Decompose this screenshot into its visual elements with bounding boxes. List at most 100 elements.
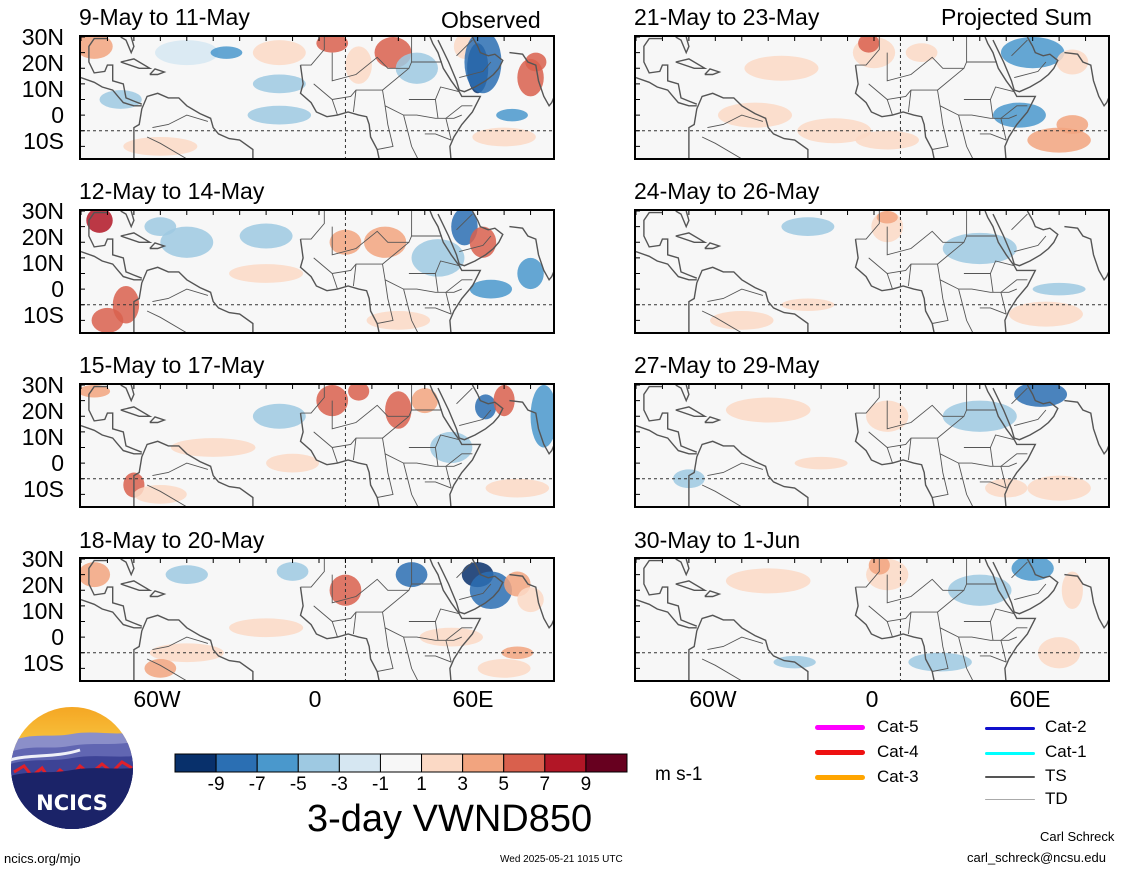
cat1-legend-label: Cat-1: [1045, 742, 1087, 761]
colorbar-swatch: [462, 753, 505, 773]
coastline: [120, 385, 135, 403]
country-border: [445, 466, 452, 489]
country-border: [408, 86, 460, 100]
anomaly-shading: [942, 232, 1017, 265]
lat-label: 10N: [21, 250, 64, 276]
coastline: [299, 239, 380, 332]
lat-label: 0: [51, 450, 64, 476]
country-border: [445, 118, 452, 141]
coastline: [299, 413, 380, 506]
anomaly-shading: [942, 400, 1017, 432]
coastline: [675, 406, 708, 417]
country-border: [352, 90, 357, 113]
colorbar-swatch: [215, 753, 258, 773]
anomaly-shading: [252, 403, 306, 429]
colorbar-swatch: [297, 753, 340, 773]
author-name: Carl Schreck: [1040, 829, 1115, 844]
country-border: [907, 90, 912, 113]
anomaly-shading: [781, 298, 835, 311]
country-border: [1000, 118, 1007, 141]
anomaly-shading: [1000, 37, 1065, 69]
coastline: [120, 37, 135, 55]
country-border: [886, 574, 997, 604]
country-border: [868, 431, 1017, 467]
country-border: [989, 273, 994, 293]
coastline: [299, 587, 380, 680]
anomaly-shading: [725, 397, 811, 423]
coastline: [437, 559, 504, 615]
anomaly-shading: [469, 226, 497, 258]
country-border: [434, 99, 439, 119]
anomaly-shading: [472, 127, 536, 147]
source-url: ncics.org/mjo: [4, 851, 81, 866]
anomaly-shading: [464, 37, 502, 94]
country-border: [313, 257, 462, 293]
coastline: [636, 76, 697, 107]
country-border: [1000, 105, 1028, 119]
lat-label: 10S: [23, 476, 64, 502]
country-border: [352, 438, 357, 461]
country-border: [403, 462, 418, 506]
country-border: [855, 37, 880, 66]
anomaly-shading: [1037, 637, 1081, 669]
anomaly-shading: [493, 385, 515, 417]
country-border: [445, 279, 473, 293]
coastline: [88, 559, 143, 627]
country-border: [886, 273, 893, 290]
anomaly-shading: [239, 223, 293, 249]
colorbar-tick-label: 9: [580, 774, 592, 795]
anomaly-shading: [276, 562, 309, 581]
anomaly-shading: [411, 388, 438, 414]
country-border: [403, 636, 418, 680]
country-border: [300, 211, 325, 240]
lon-label: 60E: [452, 686, 494, 712]
country-border: [932, 453, 949, 498]
lon-label: 60W: [689, 686, 737, 712]
anomaly-shading: [229, 264, 304, 283]
country-border: [352, 264, 357, 287]
coastline: [854, 413, 935, 506]
coastline: [643, 37, 698, 105]
country-border: [979, 481, 1007, 489]
country-border: [1000, 627, 1028, 641]
colorbar-tick-label: 5: [498, 774, 509, 795]
country-border: [424, 133, 452, 141]
country-border: [932, 105, 949, 150]
coastline: [120, 406, 153, 417]
colorbar-tick-label: -7: [248, 774, 266, 795]
anomaly-shading: [160, 226, 214, 258]
country-border: [932, 627, 949, 672]
country-border: [1011, 39, 1028, 57]
coastline: [854, 587, 935, 680]
country-border: [445, 640, 452, 663]
coastline: [1064, 573, 1108, 630]
country-border: [377, 105, 394, 150]
anomaly-shading: [1032, 282, 1086, 296]
coastline: [120, 232, 153, 243]
country-border: [300, 559, 325, 588]
country-border: [963, 608, 1015, 622]
country-border: [331, 99, 338, 116]
anomaly-shading: [1008, 301, 1083, 327]
country-border: [377, 627, 394, 672]
cat1-legend-line: [985, 752, 1035, 755]
lon-label: 60E: [1009, 686, 1051, 712]
cat4-legend-line: [815, 750, 865, 755]
anomaly-shading: [710, 311, 774, 330]
country-border: [408, 260, 460, 274]
anomaly-shading: [419, 627, 483, 647]
country-border: [331, 52, 442, 82]
cat3-legend-label: Cat-3: [877, 767, 919, 786]
coastline: [120, 580, 153, 591]
country-border: [331, 621, 338, 638]
anomaly-shading: [725, 568, 811, 594]
country-border: [707, 114, 764, 129]
lat-label: 30N: [21, 24, 64, 50]
country-border: [331, 400, 442, 430]
units-label: m s-1: [655, 764, 703, 785]
coastline: [133, 92, 254, 158]
coastline: [429, 37, 482, 158]
colorbar-tick-label: -1: [372, 774, 389, 795]
country-border: [459, 61, 492, 79]
country-border: [377, 453, 394, 498]
